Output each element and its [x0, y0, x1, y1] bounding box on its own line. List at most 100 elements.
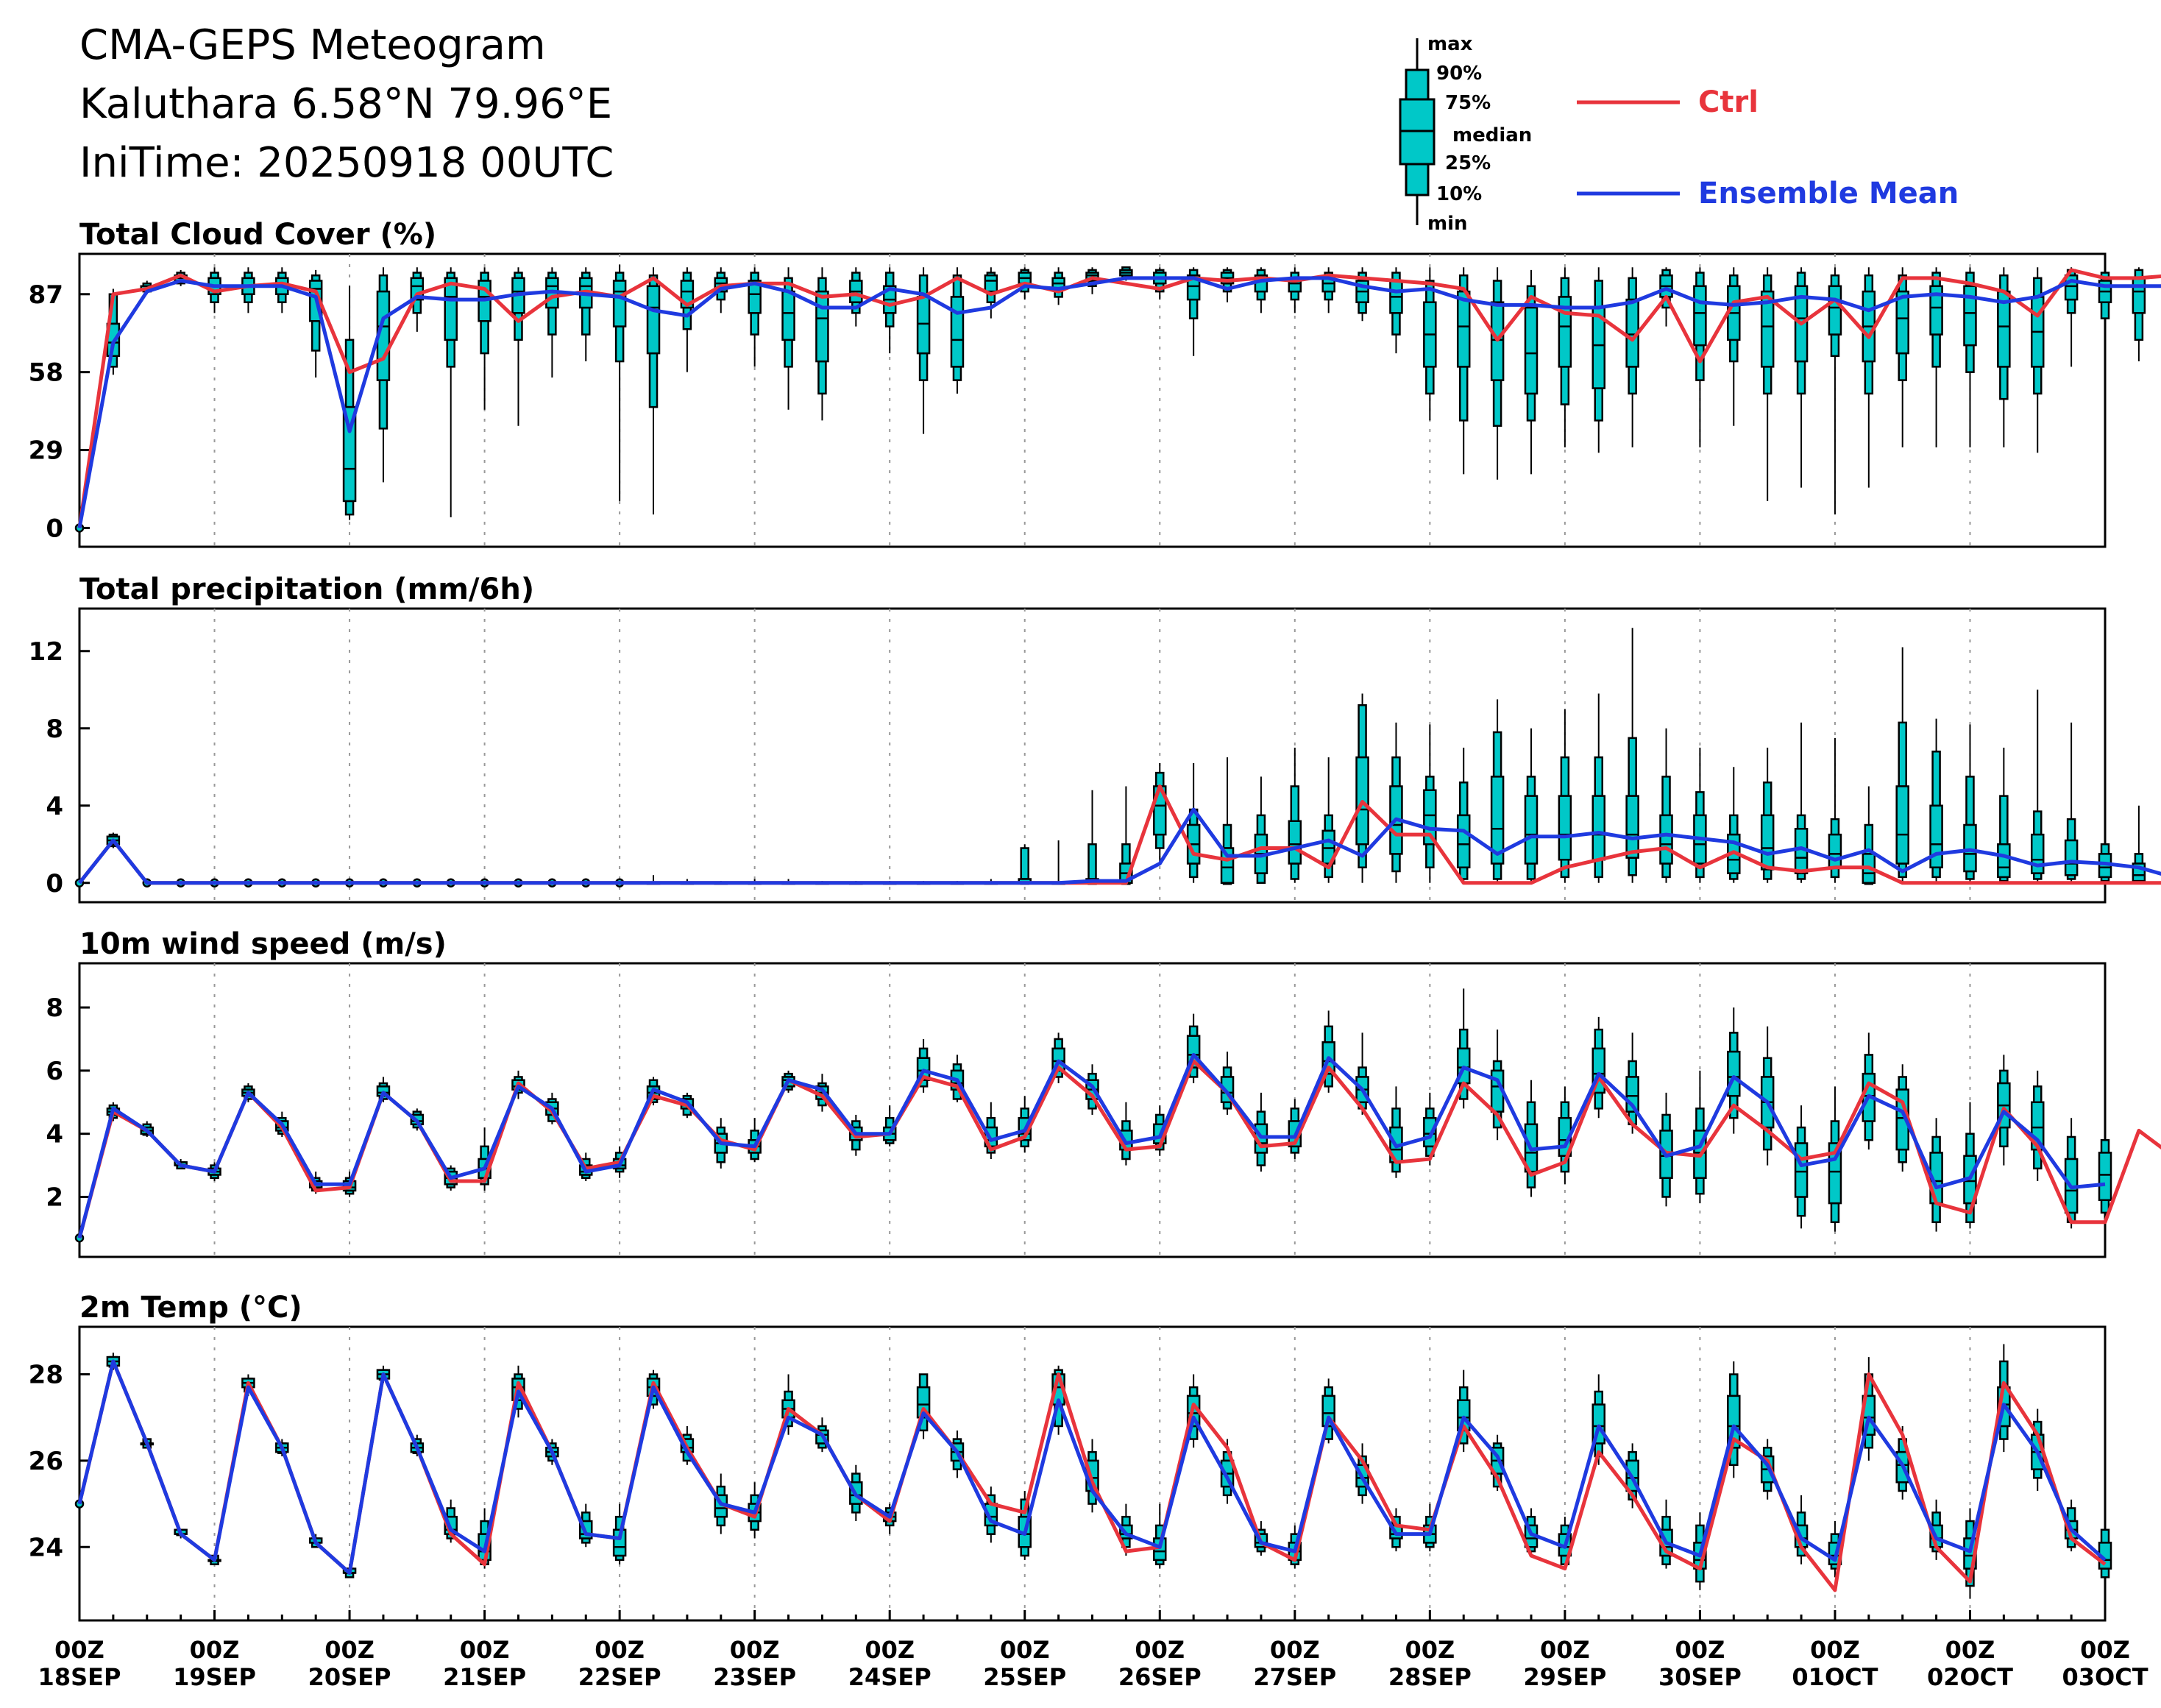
box-41 — [1456, 267, 1471, 475]
box-upper-tail — [1560, 277, 1570, 298]
box-lower-tail — [1729, 339, 1739, 363]
box-lower-tail — [884, 312, 895, 327]
box-lower-tail — [750, 312, 759, 336]
box-iqr — [1456, 290, 1471, 368]
box-lower-tail — [277, 293, 287, 303]
box-18 — [680, 267, 695, 372]
box-iqr — [1659, 814, 1673, 865]
box-upper-tail — [1256, 1110, 1266, 1126]
box-lower-tail — [480, 320, 489, 355]
box-lower-tail — [1931, 333, 1941, 368]
box-lower-tail — [1796, 360, 1806, 395]
x-tick-hour: 00Z — [1540, 1636, 1590, 1664]
box-lower-tail — [1864, 360, 1874, 395]
box-upper-tail — [1391, 1108, 1401, 1129]
box-39 — [1389, 1086, 1403, 1178]
y-tick-label: 0 — [46, 514, 63, 543]
box-lower-tail — [547, 306, 557, 336]
box-lower-tail — [1898, 1481, 1907, 1492]
box-upper-tail — [1492, 731, 1502, 778]
ensemble-mean-line — [77, 1052, 2106, 1239]
box-lower-tail — [1290, 1145, 1300, 1154]
box-34 — [1220, 267, 1235, 302]
box-31 — [1119, 1503, 1133, 1556]
box-upper-tail — [1324, 1386, 1333, 1397]
box-60 — [2098, 718, 2112, 883]
box-upper-tail — [1121, 1515, 1131, 1527]
box-upper-tail — [1830, 274, 1840, 288]
x-tick-date: 30SEP — [1658, 1663, 1742, 1691]
box-iqr — [1963, 285, 1977, 347]
box-upper-tail — [2066, 1507, 2076, 1523]
box-16 — [612, 264, 627, 501]
box-upper-tail — [1762, 782, 1773, 817]
box-lower-tail — [1256, 290, 1266, 301]
box-upper-tail — [2134, 853, 2144, 865]
key-label-min: min — [1427, 213, 1468, 235]
box-lower-tail — [716, 1152, 726, 1163]
box-17 — [646, 267, 661, 515]
box-lower-tail — [1425, 366, 1435, 395]
box-lower-tail — [446, 339, 455, 368]
box-upper-tail — [1864, 274, 1874, 293]
box-lower-tail — [2032, 366, 2043, 395]
box-upper-tail — [1931, 1512, 1941, 1527]
box-56 — [1963, 267, 1977, 447]
box-upper-tail — [2100, 843, 2110, 855]
box-upper-tail — [1087, 843, 1097, 880]
box-lower-tail — [2134, 312, 2144, 341]
box-lower-tail — [716, 1515, 726, 1527]
box-upper-tail — [986, 1116, 996, 1129]
box-lower-tail — [952, 1459, 962, 1470]
box-lower-tail — [1458, 366, 1469, 422]
box-lower-tail — [1526, 862, 1536, 880]
box-lower-tail — [1830, 1202, 1840, 1224]
box-8 — [342, 286, 357, 520]
box-iqr — [1828, 833, 1842, 868]
box-upper-tail — [851, 1473, 861, 1484]
ctrl-line — [77, 268, 2161, 528]
box-50 — [1760, 1026, 1775, 1166]
box-upper-tail — [1796, 1126, 1806, 1144]
box-upper-tail — [1324, 1025, 1333, 1043]
box-58 — [2030, 690, 2045, 883]
key-label-max: max — [1427, 33, 1473, 55]
box-upper-tail — [1054, 1038, 1063, 1050]
box-26 — [950, 1430, 965, 1478]
box-43 — [1524, 269, 1539, 475]
x-tick-hour: 00Z — [1945, 1636, 1995, 1664]
box-lower-tail — [918, 352, 929, 381]
box-upper-tail — [2032, 810, 2043, 836]
box-iqr — [1524, 306, 1539, 395]
box-upper-tail — [1358, 1066, 1367, 1078]
box-42 — [1490, 267, 1505, 480]
box-34 — [1220, 757, 1235, 885]
box-upper-tail — [1492, 1060, 1502, 1072]
box-lower-tail — [1594, 1091, 1603, 1110]
box-29 — [1051, 267, 1065, 305]
box-iqr — [444, 277, 458, 341]
x-tick-date: 02OCT — [1927, 1663, 2013, 1691]
box-57 — [1997, 267, 2011, 447]
box-lower-tail — [1020, 1139, 1029, 1148]
box-upper-tail — [1155, 1113, 1165, 1126]
box-upper-tail — [1999, 795, 2009, 846]
box-lower-tail — [1864, 1434, 1874, 1449]
box-14 — [545, 267, 559, 378]
x-tick-date: 27SEP — [1253, 1663, 1336, 1691]
box-lower-tail — [750, 1152, 759, 1160]
box-iqr — [646, 285, 661, 355]
box-45 — [1592, 693, 1605, 883]
box-iqr — [612, 280, 627, 327]
box-lower-tail — [1661, 1554, 1671, 1565]
box-28 — [1018, 844, 1032, 885]
box-lower-tail — [1661, 862, 1671, 879]
box-upper-tail — [918, 1373, 929, 1389]
box-22 — [815, 267, 829, 421]
chart-title: CMA-GEPS Meteogram — [79, 21, 546, 69]
box-36 — [1288, 267, 1302, 313]
box-iqr — [2064, 839, 2079, 876]
box-upper-tail — [1087, 1072, 1097, 1081]
box-49 — [1727, 767, 1741, 883]
